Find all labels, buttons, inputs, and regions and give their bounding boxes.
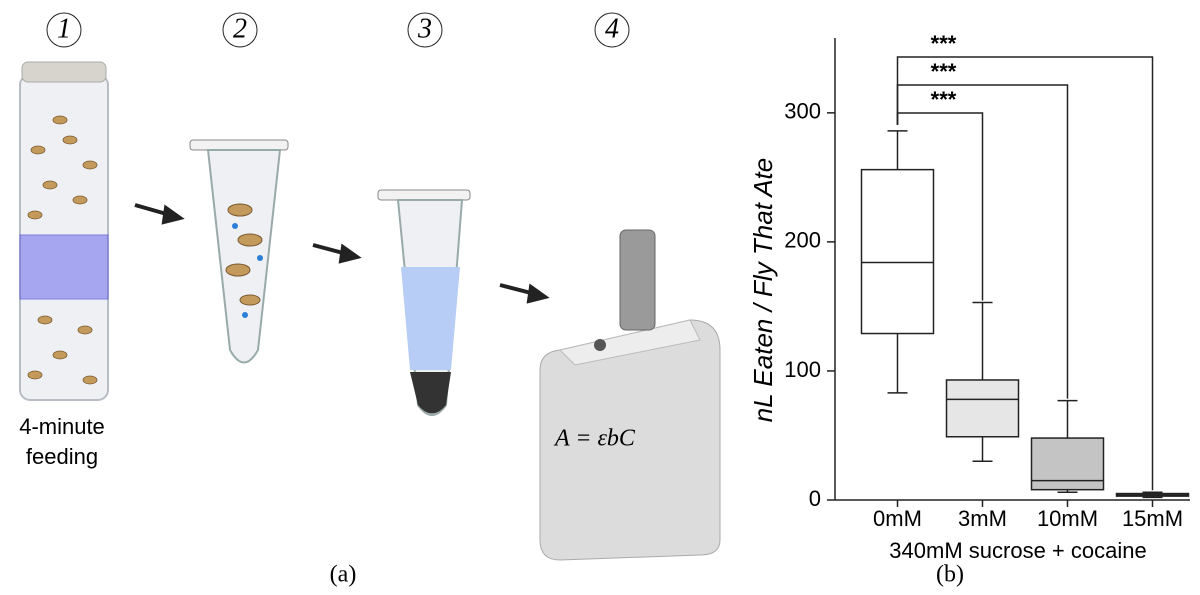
tube <box>378 190 470 415</box>
spectrophotometer <box>540 230 720 560</box>
x-axis-label: 340mM sucrose + cocaine <box>889 538 1146 563</box>
box <box>947 380 1019 437</box>
caption: feeding <box>26 444 98 469</box>
y-axis-label: nL Eaten / Fly That Ate <box>748 158 778 422</box>
y-tick-label: 200 <box>784 228 821 253</box>
box-chart: nL Eaten / Fly That Ate 340mM sucrose + … <box>748 31 1190 563</box>
arrows <box>135 205 545 301</box>
x-tick-label: 15mM <box>1122 506 1183 531</box>
tube <box>190 140 288 363</box>
significance-label: *** <box>931 87 957 112</box>
step-numbers: 1 2 3 4 <box>47 13 629 47</box>
y-tick-label: 100 <box>784 357 821 382</box>
significance-label: *** <box>931 31 957 56</box>
y-tick-label: 0 <box>809 486 821 511</box>
x-tick-label: 0mM <box>873 506 922 531</box>
y-tick-label: 300 <box>784 99 821 124</box>
x-tick-label: 10mM <box>1037 506 1098 531</box>
box <box>1032 438 1104 490</box>
formula: A = εbC <box>553 426 636 452</box>
step-number: 2 <box>233 13 247 44</box>
step-number: 3 <box>417 13 432 44</box>
panel-label: (b) <box>936 562 964 588</box>
panel-label: (a) <box>330 562 357 588</box>
box <box>862 170 934 334</box>
significance-bracket <box>898 57 1153 490</box>
x-tick-label: 3mM <box>958 506 1007 531</box>
significance-label: *** <box>931 59 957 84</box>
vial <box>20 62 108 400</box>
step-number: 1 <box>57 13 71 44</box>
step-number: 4 <box>605 13 619 44</box>
figure: 1 2 3 4 4-minute feeding <box>0 0 1200 590</box>
caption: 4-minute <box>19 414 105 439</box>
